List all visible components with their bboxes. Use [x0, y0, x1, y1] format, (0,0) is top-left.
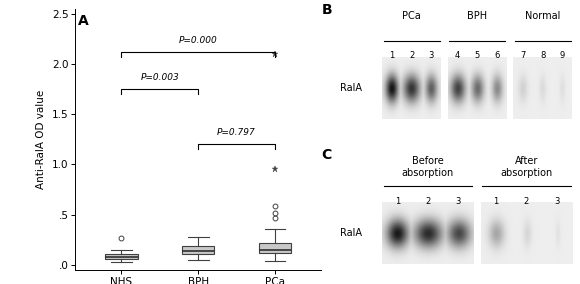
Text: 6: 6 [494, 51, 499, 60]
Text: 4: 4 [455, 51, 461, 60]
Text: PCa: PCa [402, 11, 421, 21]
Text: 3: 3 [554, 197, 559, 206]
Text: 2: 2 [524, 197, 529, 206]
Text: A: A [78, 14, 89, 28]
Text: BPH: BPH [467, 11, 487, 21]
Text: 8: 8 [540, 51, 545, 60]
Text: 2: 2 [409, 51, 414, 60]
Y-axis label: Anti-RalA OD value: Anti-RalA OD value [37, 89, 46, 189]
Text: 3: 3 [429, 51, 434, 60]
Text: RalA: RalA [340, 228, 362, 238]
Text: 3: 3 [456, 197, 461, 206]
Text: RalA: RalA [340, 83, 362, 93]
Text: 9: 9 [560, 51, 565, 60]
Text: Normal: Normal [525, 11, 560, 21]
Text: 2: 2 [425, 197, 430, 206]
Bar [106, 254, 137, 259]
Bar [182, 246, 215, 254]
Text: P=0.000: P=0.000 [179, 36, 218, 45]
Bar [259, 243, 291, 253]
Text: C: C [321, 148, 332, 162]
Text: P=0.797: P=0.797 [218, 128, 256, 137]
Text: 7: 7 [520, 51, 526, 60]
Text: After
absorption: After absorption [500, 156, 552, 178]
Text: Before
absorption: Before absorption [402, 156, 454, 178]
Text: 1: 1 [493, 197, 498, 206]
Text: 1: 1 [390, 51, 395, 60]
Text: 1: 1 [395, 197, 400, 206]
Text: 5: 5 [474, 51, 480, 60]
Text: B: B [321, 3, 332, 17]
Text: P=0.003: P=0.003 [140, 73, 179, 82]
